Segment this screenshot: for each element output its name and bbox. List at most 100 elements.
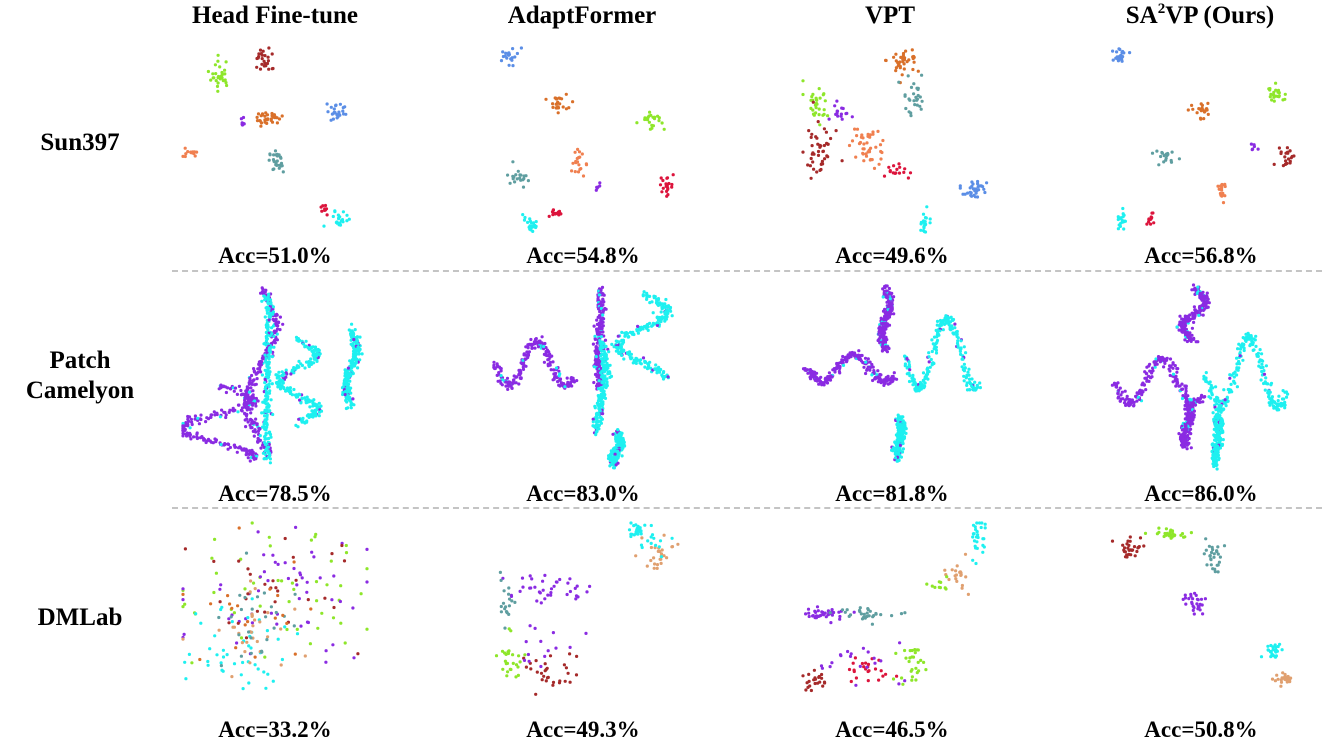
scatter-point-salmon — [864, 152, 868, 156]
scatter-point-blue — [332, 110, 336, 114]
scatter-point-cyan — [935, 335, 939, 339]
scatter-point-green — [223, 68, 227, 72]
scatter-point-green — [1268, 87, 1272, 91]
scatter-point-cyan — [952, 332, 956, 336]
scatter-point-cyan — [499, 374, 503, 378]
scatter-point-purple — [1206, 305, 1210, 309]
scatter-point-green — [651, 124, 655, 128]
scatter-point-cyan — [622, 441, 626, 446]
scatter-point-cyan — [893, 456, 898, 460]
scatter-point-purple — [255, 377, 259, 381]
scatter-point-purple — [239, 117, 243, 121]
scatter-point-purple — [199, 413, 203, 417]
scatter-point-cyan — [264, 432, 268, 437]
scatter-point-purple — [1185, 331, 1189, 335]
scatter-point-orange — [901, 53, 905, 57]
scatter-point-cyan — [269, 435, 273, 439]
scatter-point-cyan — [642, 290, 646, 294]
scatter-panel-camelyon-adaptformer — [492, 285, 674, 470]
scatter-point-cyan — [601, 345, 605, 350]
scatter-point-crimson — [658, 183, 663, 187]
scatter-point-cyan — [554, 366, 559, 370]
scatter-point-purple — [565, 376, 569, 380]
scatter-point-green — [213, 537, 217, 541]
scatter-point-purple — [826, 375, 830, 379]
scatter-point-cyan — [600, 369, 604, 373]
scatter-point-teal — [1159, 154, 1163, 159]
scatter-point-cyan — [1283, 403, 1287, 407]
scatter-point-purple — [274, 337, 278, 341]
scatter-point-purple — [260, 360, 264, 364]
scatter-point-purple — [551, 360, 555, 364]
scatter-point-cyan — [270, 355, 274, 359]
scatter-point-orange — [255, 115, 259, 119]
scatter-point-teal — [511, 177, 515, 181]
scatter-point-cyan — [271, 305, 275, 309]
scatter-point-cyan — [937, 333, 941, 337]
scatter-point-cyan — [267, 360, 271, 364]
scatter-point-crimson — [557, 209, 562, 213]
scatter-point-cyan — [931, 342, 935, 346]
scatter-point-cyan — [275, 332, 279, 336]
scatter-point-purple — [198, 417, 202, 421]
scatter-point-teal — [516, 169, 520, 173]
scatter-point-cyan — [267, 451, 271, 455]
scatter-point-cyan — [1247, 333, 1251, 337]
scatter-point-purple — [223, 442, 227, 446]
scatter-point-purple — [1198, 294, 1202, 298]
scatter-point-purple — [1152, 360, 1156, 364]
scatter-point-green — [818, 96, 822, 100]
scatter-point-green — [822, 92, 826, 96]
scatter-point-salmon — [1220, 188, 1224, 192]
scatter-point-cyan — [928, 365, 932, 369]
scatter-point-crimson — [553, 212, 557, 216]
scatter-point-cyan — [612, 345, 616, 349]
scatter-point-green — [809, 98, 813, 102]
scatter-point-orange — [263, 118, 267, 122]
scatter-point-cyan — [1122, 227, 1126, 231]
scatter-point-cyan — [921, 212, 926, 216]
scatter-point-purple — [868, 368, 872, 372]
scatter-point-salmon — [1223, 182, 1227, 186]
scatter-point-salmon — [871, 132, 875, 136]
scatter-point-salmon — [577, 156, 581, 160]
scatter-point-purple — [879, 373, 883, 377]
scatter-point-brown — [1279, 151, 1283, 156]
scatter-point-teal — [506, 173, 510, 177]
scatter-point-purple — [857, 349, 861, 353]
scatter-point-brown — [816, 142, 820, 146]
scatter-point-blue — [973, 187, 977, 191]
scatter-point-cyan — [262, 457, 266, 461]
scatter-point-purple — [519, 371, 523, 375]
scatter-point-purple — [254, 417, 258, 421]
scatter-point-teal — [897, 80, 901, 84]
scatter-point-teal — [273, 149, 278, 153]
scatter-point-cyan — [269, 301, 273, 305]
scatter-point-cyan — [959, 339, 963, 343]
scatter-point-purple — [1177, 384, 1181, 388]
scatter-point-purple — [240, 406, 245, 410]
scatter-point-cyan — [277, 370, 281, 374]
scatter-point-cyan — [1249, 336, 1253, 340]
scatter-point-purple — [267, 318, 271, 322]
scatter-point-blue — [503, 54, 507, 58]
scatter-point-cyan — [268, 346, 272, 350]
scatter-point-cyan — [247, 390, 252, 394]
scatter-point-brown — [816, 153, 821, 157]
scatter-point-cyan — [897, 453, 902, 457]
scatter-panel-camelyon-head-finetune — [181, 286, 364, 465]
scatter-point-blue — [979, 184, 983, 188]
scatter-point-purple — [606, 347, 610, 351]
scatter-point-purple — [884, 327, 888, 331]
scatter-point-cyan — [935, 338, 940, 343]
scatter-point-cyan — [304, 360, 309, 364]
scatter-point-green — [216, 81, 220, 85]
scatter-point-cyan — [1276, 407, 1280, 411]
scatter-point-cyan — [288, 386, 292, 390]
scatter-point-cyan — [593, 334, 597, 338]
scatter-point-cyan — [1213, 438, 1217, 442]
scatter-point-salmon — [1220, 194, 1224, 198]
scatter-point-cyan — [355, 335, 359, 339]
scatter-point-cyan — [941, 328, 945, 332]
scatter-point-salmon — [1221, 191, 1225, 195]
